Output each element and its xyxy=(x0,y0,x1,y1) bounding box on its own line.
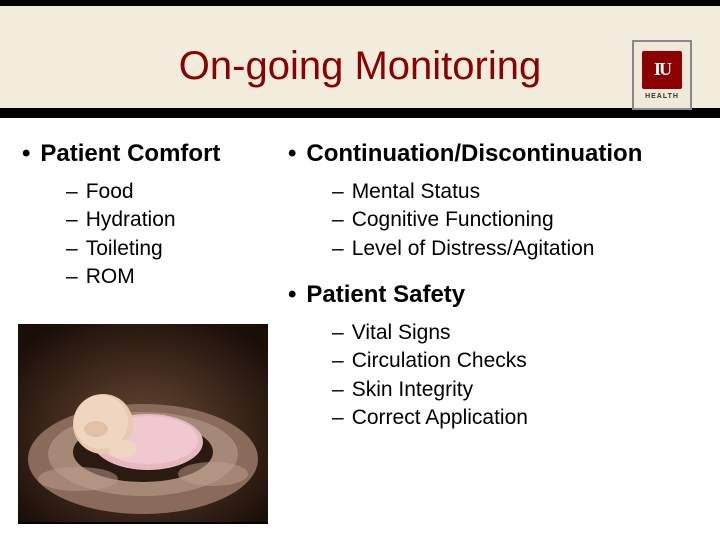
heading-continuation: Continuation/Discontinuation xyxy=(288,140,702,168)
list-item: Mental Status xyxy=(332,178,702,206)
list-continuation: Mental Status Cognitive Functioning Leve… xyxy=(288,178,702,263)
baby-photo xyxy=(18,324,268,524)
list-item: Food xyxy=(66,178,282,206)
iu-logo-text: HEALTH xyxy=(645,93,679,100)
list-item: Level of Distress/Agitation xyxy=(332,235,702,263)
iu-logo-mark xyxy=(642,51,682,89)
right-column: Continuation/Discontinuation Mental Stat… xyxy=(282,140,702,450)
heading-patient-safety: Patient Safety xyxy=(288,281,702,309)
list-item: Hydration xyxy=(66,206,282,234)
list-item: Correct Application xyxy=(332,404,702,432)
list-item: Vital Signs xyxy=(332,319,702,347)
divider-bar xyxy=(0,108,720,118)
iu-health-logo: HEALTH xyxy=(632,40,692,110)
header-band: On-going Monitoring HEALTH xyxy=(0,0,720,108)
slide-title: On-going Monitoring xyxy=(0,44,720,89)
list-patient-comfort: Food Hydration Toileting ROM xyxy=(22,178,282,291)
list-item: Circulation Checks xyxy=(332,347,702,375)
list-item: Toileting xyxy=(66,235,282,263)
list-item: ROM xyxy=(66,263,282,291)
list-item: Skin Integrity xyxy=(332,376,702,404)
heading-patient-comfort: Patient Comfort xyxy=(22,140,282,168)
list-item: Cognitive Functioning xyxy=(332,206,702,234)
list-patient-safety: Vital Signs Circulation Checks Skin Inte… xyxy=(288,319,702,432)
